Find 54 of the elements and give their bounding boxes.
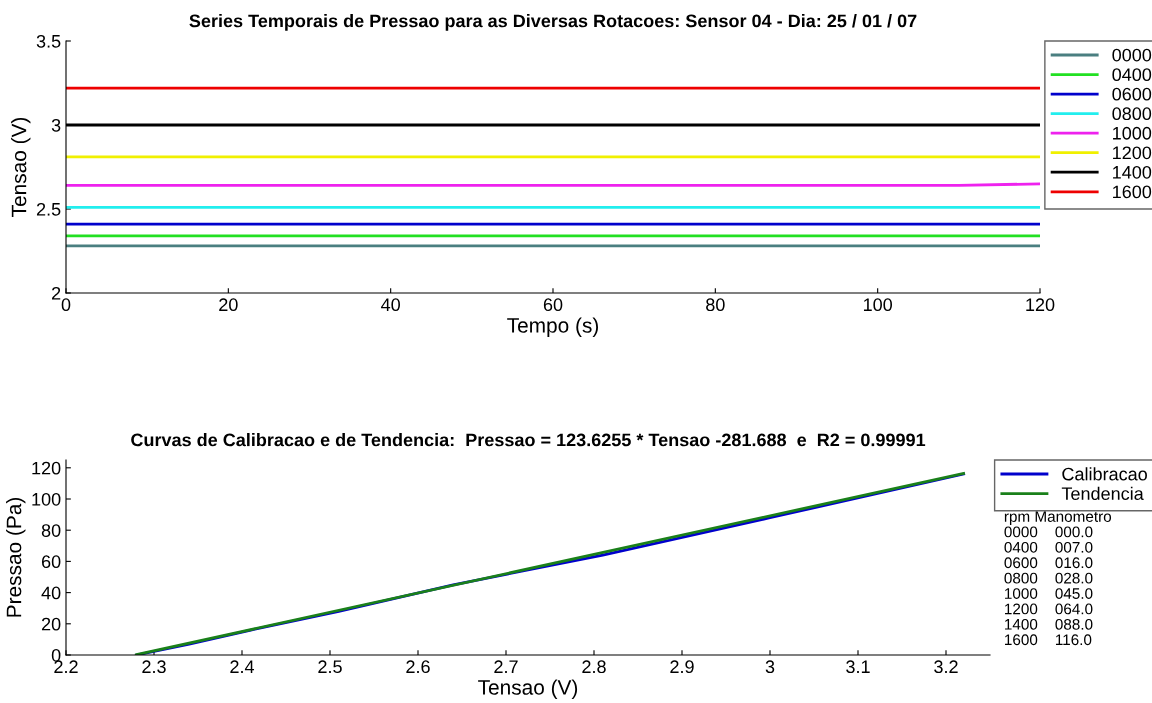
legend-label: 1200 (1113, 146, 1152, 160)
x-tick-label: 100 (863, 298, 893, 312)
y-tick-label: 0 (51, 648, 61, 662)
x-tick-label: 2.9 (670, 660, 694, 674)
x-axis-title: Tensao (V) (478, 679, 578, 699)
y-axis-title: Pressao (Pa) (6, 498, 26, 617)
x-tick-label: 40 (381, 298, 400, 312)
x-tick-label: 2.4 (230, 660, 255, 673)
legend-label: 0800 (1112, 107, 1152, 121)
chart-title: Curvas de Calibracao e de Tendencia: Pressao = 123.6255 * Tensao -281.688 e R2 = 0.99991 (131, 433, 926, 447)
y-tick-label: 3.5 (36, 34, 61, 48)
x-tick-label: 2.2 (54, 660, 78, 673)
y-axis-title: Tensao (V) (11, 117, 31, 217)
legend-label: 1400 (1113, 165, 1152, 179)
chart-title: Series Temporais de Pressao para as Diversas Rotacoes: Sensor 04 - Dia: 25 / 01 / 07 (189, 14, 917, 31)
x-tick-label: 0 (61, 298, 71, 312)
text: 0800 028.0 (1004, 572, 1093, 584)
x-tick-label: 2.8 (582, 660, 606, 674)
y-tick-label: 3 (51, 118, 61, 132)
y-tick-label: 20 (41, 617, 61, 631)
legend-label: 0400 (1112, 68, 1152, 82)
y-tick-label: 40 (41, 586, 61, 600)
x-tick-label: 3 (765, 660, 775, 674)
text: 1200 064.0 (1005, 603, 1093, 615)
legend-label: 0600 (1112, 87, 1152, 101)
y-tick-label: 2 (52, 286, 61, 300)
x-tick-label: 2.3 (142, 660, 166, 674)
text: 1600 116.0 (1005, 634, 1092, 646)
text: 1400 088.0 (1005, 618, 1093, 630)
x-tick-label: 80 (706, 298, 725, 312)
x-tick-label: 60 (543, 298, 563, 312)
y-tick-label: 60 (41, 555, 61, 569)
text: 1000 045.0 (1005, 588, 1093, 599)
x-tick-label: 2.6 (406, 660, 430, 674)
y-tick-label: 100 (32, 492, 61, 506)
legend-label: Calibracao (1062, 467, 1147, 481)
text: 0600 016.0 (1004, 557, 1093, 569)
legend-label: 0000 (1112, 48, 1152, 62)
x-tick-label: 2.5 (318, 660, 342, 674)
x-tick-label: 3.2 (934, 660, 958, 674)
x-axis-title: Tempo (s) (507, 317, 599, 337)
text: 0000 000.0 (1004, 526, 1093, 538)
x-tick-label: 3.1 (846, 660, 870, 674)
y-tick-label: 2.5 (36, 202, 61, 216)
x-tick-label: 2.7 (494, 660, 518, 673)
text: 0400 007.0 (1004, 541, 1093, 553)
legend-label: Tendencia (1061, 486, 1144, 501)
x-tick-label: 20 (219, 298, 238, 312)
y-tick-label: 120 (32, 461, 61, 475)
legend-label: 1600 (1113, 185, 1152, 199)
x-tick-label: 120 (1026, 298, 1055, 312)
legend-label: 1000 (1113, 126, 1152, 140)
y-tick-label: 80 (41, 524, 61, 537)
text: rpm Manometro (1004, 511, 1112, 525)
